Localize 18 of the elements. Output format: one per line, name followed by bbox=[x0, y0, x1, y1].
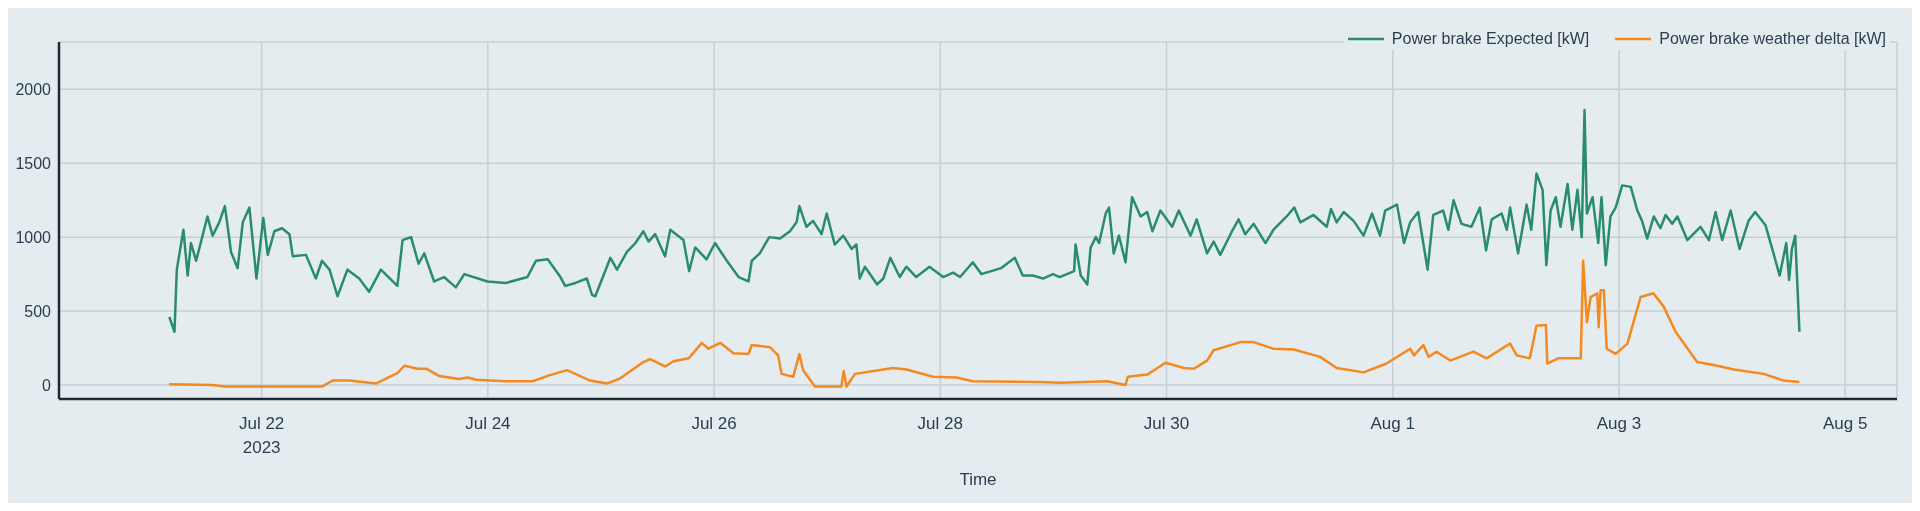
x-tick-label: Jul 26 bbox=[691, 414, 737, 433]
legend-label: Power brake weather delta [kW] bbox=[1659, 30, 1886, 48]
x-tick-label: Aug 1 bbox=[1370, 414, 1415, 433]
x-tick-label: Aug 5 bbox=[1822, 414, 1868, 433]
x-tick-label: Jul 30 bbox=[1143, 414, 1190, 433]
x-tick-label: Jul 28 bbox=[917, 414, 963, 433]
x-tick-label: Jul 24 bbox=[465, 414, 511, 433]
y-tick-label: 1500 bbox=[15, 154, 52, 172]
y-tick-label: 0 bbox=[42, 376, 52, 394]
y-tick-label: 1000 bbox=[15, 228, 52, 246]
line-series bbox=[168, 259, 1801, 388]
legend-label: Power brake Expected [kW] bbox=[1391, 30, 1590, 48]
y-tick-label: 2000 bbox=[15, 80, 52, 98]
y-tick-label: 500 bbox=[24, 302, 52, 320]
x-tick-label: Aug 3 bbox=[1596, 414, 1642, 433]
x-tick-label: Jul 22 2023 bbox=[238, 414, 285, 457]
line-series bbox=[168, 108, 1801, 333]
x-axis-title: Time bbox=[959, 470, 997, 489]
